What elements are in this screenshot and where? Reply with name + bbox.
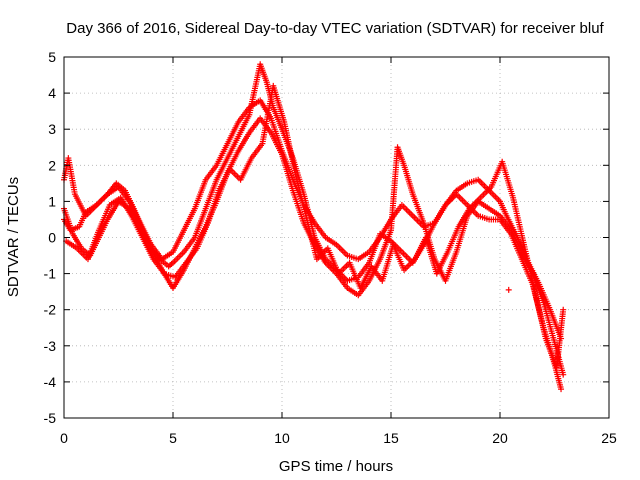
x-tick-label: 20 [492, 430, 508, 446]
x-tick-label: 15 [383, 430, 399, 446]
y-tick-label: 3 [48, 121, 56, 137]
x-axis: 0 5 10 15 20 25 [60, 57, 617, 446]
y-tick-label: -5 [44, 410, 57, 426]
y-tick-label: -3 [44, 338, 57, 354]
data-point [560, 371, 567, 378]
y-tick-label: 0 [48, 230, 56, 246]
y-axis: -5 -4 -3 -2 -1 0 1 2 3 4 5 [44, 49, 609, 426]
y-tick-label: 5 [48, 49, 56, 65]
y-tick-label: 1 [48, 193, 56, 209]
y-tick-label: 2 [48, 157, 56, 173]
data-points [61, 61, 567, 393]
y-tick-label: 4 [48, 85, 56, 101]
data-point [558, 386, 565, 393]
data-point [560, 306, 567, 313]
outlier-point [505, 286, 512, 293]
x-axis-label: GPS time / hours [279, 458, 393, 475]
x-tick-label: 25 [601, 430, 617, 446]
y-tick-label: -1 [44, 266, 57, 282]
x-tick-label: 0 [60, 430, 68, 446]
x-tick-label: 5 [169, 430, 177, 446]
x-tick-label: 10 [274, 430, 290, 446]
y-axis-label: SDTVAR / TECUs [5, 177, 22, 297]
chart-title: Day 366 of 2016, Sidereal Day-to-day VTE… [66, 20, 604, 37]
y-tick-label: -2 [44, 302, 57, 318]
y-tick-label: -4 [44, 374, 57, 390]
